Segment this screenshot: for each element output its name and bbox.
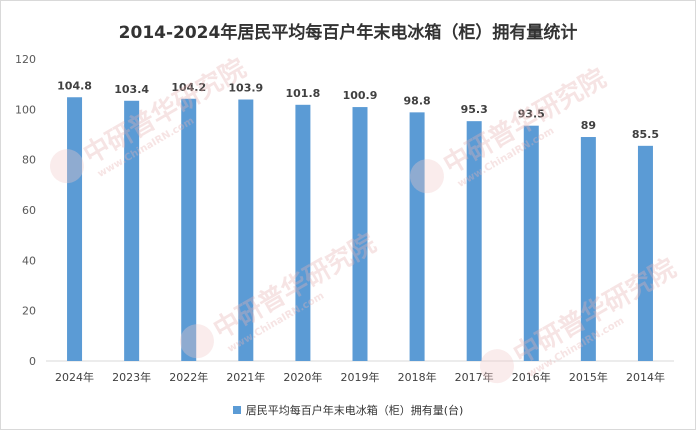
y-tick-label: 100 <box>15 103 36 116</box>
x-tick-label: 2023年 <box>112 370 151 384</box>
data-label: 103.9 <box>228 82 263 95</box>
x-tick-label: 2017年 <box>455 370 494 384</box>
bar <box>67 97 83 362</box>
bar <box>238 99 254 361</box>
y-tick-label: 80 <box>22 154 36 167</box>
y-tick-label: 0 <box>29 355 36 368</box>
data-label: 103.4 <box>114 83 149 96</box>
x-tick-label: 2020年 <box>283 370 322 384</box>
x-tick-label: 2024年 <box>55 370 94 384</box>
legend-swatch <box>232 406 241 414</box>
bar <box>409 112 425 361</box>
data-label: 104.2 <box>171 81 206 94</box>
x-tick-label: 2018年 <box>398 370 437 384</box>
bar <box>523 125 539 361</box>
bar <box>181 98 197 361</box>
data-label: 101.8 <box>286 87 321 100</box>
data-label: 100.9 <box>343 89 378 102</box>
bar <box>124 100 140 361</box>
x-tick-label: 2019年 <box>341 370 380 384</box>
y-tick-label: 40 <box>22 254 36 267</box>
y-tick-label: 60 <box>22 204 36 217</box>
data-label: 85.5 <box>632 128 659 141</box>
bar <box>466 121 482 361</box>
chart-legend: 居民平均每百户年末电冰箱（柜）拥有量(台) <box>0 402 696 418</box>
data-label: 89 <box>581 119 596 132</box>
bar <box>352 107 368 362</box>
y-tick-label: 20 <box>22 305 36 318</box>
bar <box>580 137 596 361</box>
x-tick-label: 2014年 <box>626 370 665 384</box>
x-tick-label: 2015年 <box>569 370 608 384</box>
data-label: 93.5 <box>518 108 545 121</box>
chart-title: 2014-2024年居民平均每百户年末电冰箱（柜）拥有量统计 <box>118 23 578 43</box>
x-tick-label: 2021年 <box>226 370 265 384</box>
data-label: 98.8 <box>404 94 431 107</box>
x-tick-label: 2022年 <box>169 370 208 384</box>
data-label: 104.8 <box>57 79 92 92</box>
data-label: 95.3 <box>461 103 488 116</box>
x-tick-label: 2016年 <box>512 370 551 384</box>
legend-label: 居民平均每百户年末电冰箱（柜）拥有量(台) <box>245 404 464 417</box>
bar <box>295 104 311 361</box>
y-tick-label: 120 <box>15 53 36 66</box>
bar <box>637 145 653 361</box>
